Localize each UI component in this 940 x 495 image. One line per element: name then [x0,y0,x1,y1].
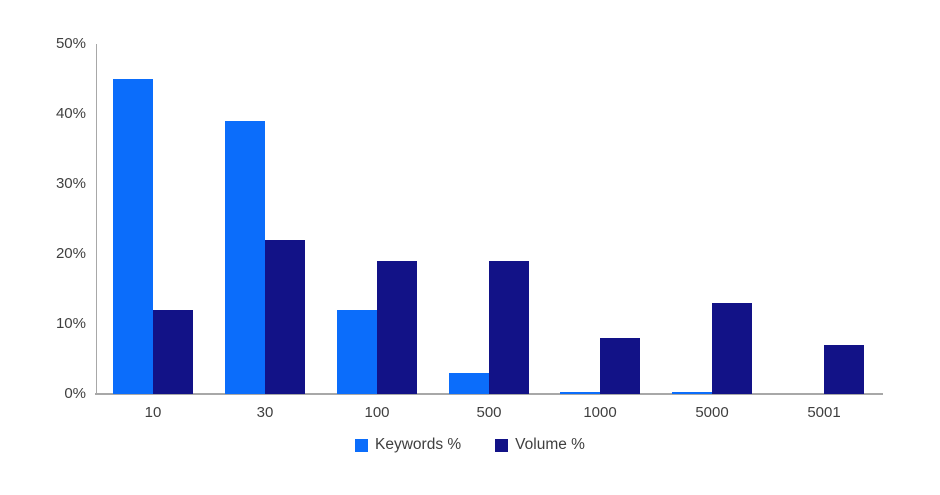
bar-volume-10[interactable] [153,310,193,394]
chart-legend: Keywords % Volume % [0,436,940,454]
bar-keywords-1000[interactable] [560,392,600,394]
bar-keywords-5000[interactable] [672,392,712,394]
x-tick-10: 10 [144,404,162,421]
plot-area [97,44,880,394]
volume-swatch-icon [495,438,509,452]
bar-volume-5000[interactable] [712,303,752,394]
keywords-swatch-icon [355,438,369,452]
y-axis-line [96,44,97,394]
x-tick-5000: 5000 [695,404,729,421]
y-tick-10%: 10% [55,315,86,332]
bar-keywords-10[interactable] [113,79,153,394]
y-tick-30%: 30% [55,175,86,192]
bar-keywords-100[interactable] [337,310,377,394]
y-tick-0%: 0% [64,385,86,402]
y-tick-40%: 40% [55,105,86,122]
x-axis-line [95,393,883,395]
legend-item-keywords[interactable]: Keywords % [355,436,461,454]
y-tick-50%: 50% [55,35,86,52]
x-tick-1000: 1000 [583,404,617,421]
bar-volume-100[interactable] [377,261,417,394]
bar-volume-1000[interactable] [600,338,640,394]
bar-keywords-500[interactable] [449,373,489,394]
legend-item-volume[interactable]: Volume % [495,436,585,454]
bar-volume-30[interactable] [265,240,305,394]
bar-volume-500[interactable] [489,261,529,394]
bar-keywords-30[interactable] [225,121,265,394]
legend-label-volume: Volume % [515,436,585,453]
x-tick-500: 500 [476,404,502,421]
legend-label-keywords: Keywords % [375,436,462,453]
x-tick-5001: 5001 [807,404,841,421]
bar-volume-5001[interactable] [824,345,864,394]
y-tick-20%: 20% [55,245,86,262]
x-tick-30: 30 [256,404,274,421]
x-tick-100: 100 [364,404,390,421]
